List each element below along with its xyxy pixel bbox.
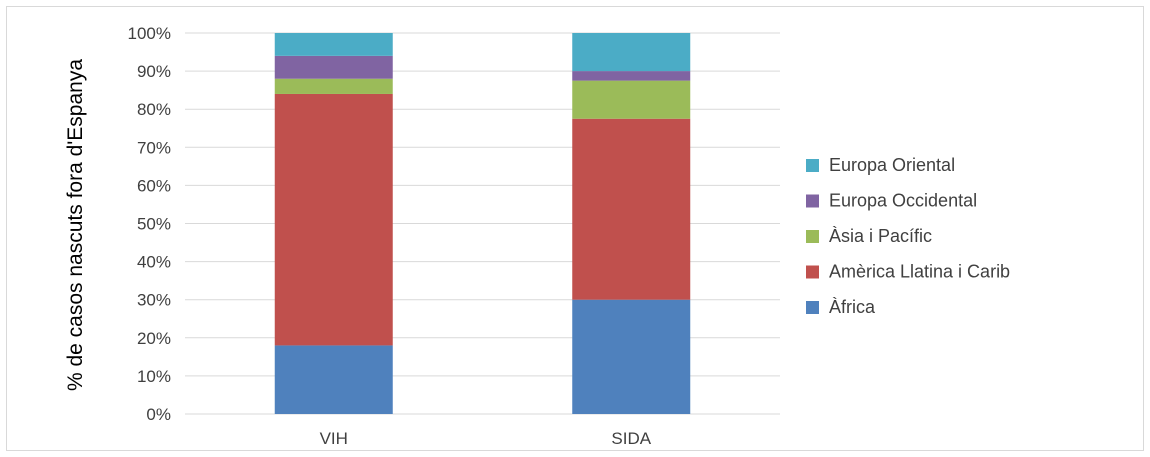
bar-segment xyxy=(572,80,691,119)
y-tick-label: 80% xyxy=(137,100,171,119)
legend-label: Àfrica xyxy=(829,297,876,317)
x-category-label: VIH xyxy=(320,429,348,448)
y-tick-label: 40% xyxy=(137,253,171,272)
y-tick-label: 100% xyxy=(128,24,171,43)
y-tick-label: 60% xyxy=(137,176,171,195)
bar-segment xyxy=(274,55,393,79)
bar-segment xyxy=(274,345,393,414)
y-tick-label: 20% xyxy=(137,329,171,348)
y-tick-label: 10% xyxy=(137,367,171,386)
legend-swatch xyxy=(806,194,819,208)
y-tick-label: 70% xyxy=(137,138,171,157)
y-tick-label: 90% xyxy=(137,62,171,81)
bar-segment xyxy=(274,33,393,56)
legend-label: Europa Oriental xyxy=(829,155,955,175)
bar-segment xyxy=(572,299,691,414)
y-tick-label: 0% xyxy=(146,405,171,424)
bar-segment xyxy=(572,33,691,72)
y-axis-title: % de casos nascuts fora d'Espanya xyxy=(64,59,87,391)
bars xyxy=(274,33,691,414)
legend-swatch xyxy=(806,159,819,172)
bar-segment xyxy=(572,71,691,81)
x-axis-categories: VIH SIDA xyxy=(320,429,652,448)
bar-segment xyxy=(572,118,691,300)
legend-swatch xyxy=(806,301,819,314)
y-axis-ticks: 0% 10% 20% 30% 40% 50% 60% 70% 80% 90% 100% xyxy=(128,24,171,424)
bar-segment xyxy=(274,93,393,346)
legend-label: Àsia i Pacífic xyxy=(829,226,932,246)
legend-swatch xyxy=(806,265,819,279)
legend-swatch xyxy=(806,230,819,243)
legend-label: Europa Occidental xyxy=(829,191,977,211)
y-tick-label: 50% xyxy=(137,215,171,234)
chart-border xyxy=(6,6,1144,451)
bar-segment xyxy=(274,78,393,94)
legend: Europa Oriental Europa Occidental Àsia i P… xyxy=(806,155,1010,317)
gridlines xyxy=(185,32,780,415)
y-tick-label: 30% xyxy=(137,291,171,310)
x-category-label: SIDA xyxy=(611,429,651,448)
legend-label: Amèrica Llatina i Carib xyxy=(829,262,1010,282)
